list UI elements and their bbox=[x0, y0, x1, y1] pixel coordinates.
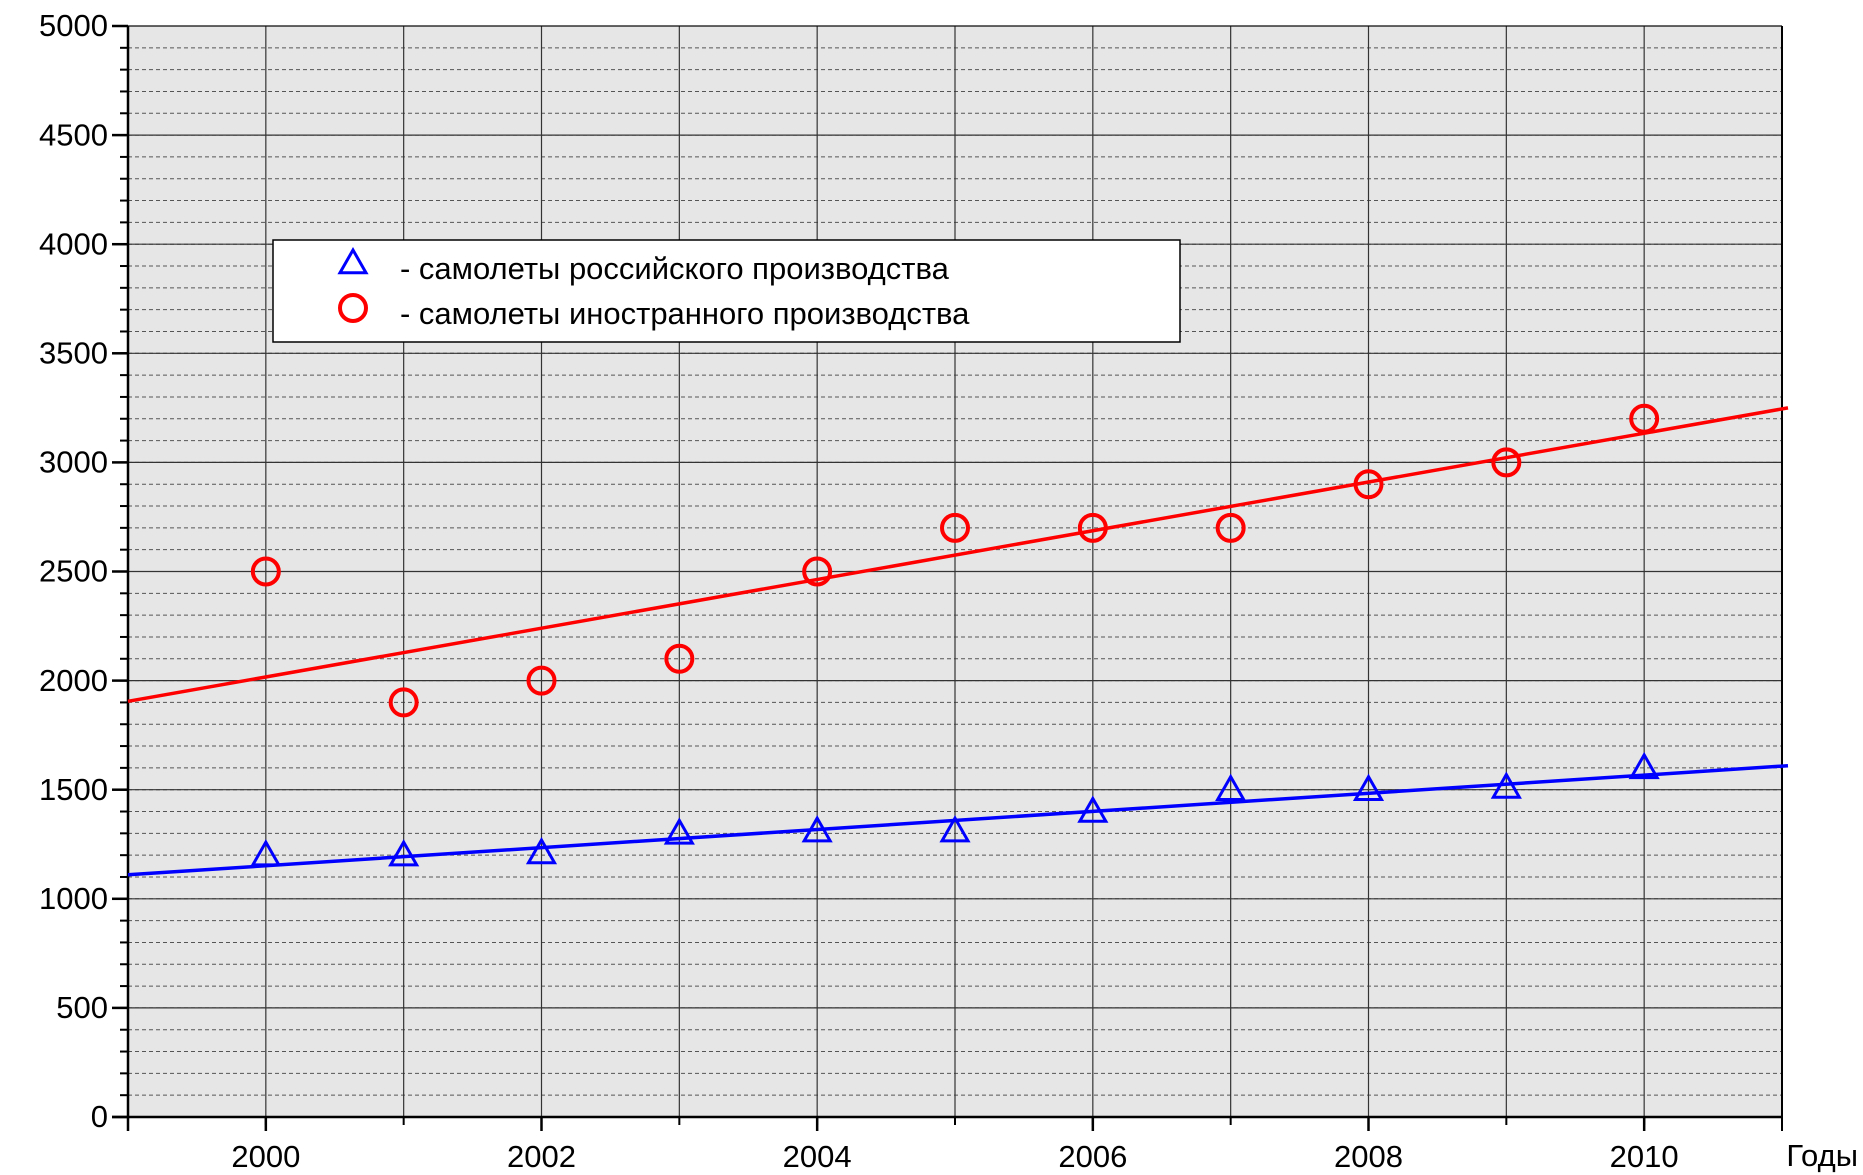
circle-marker bbox=[664, 643, 695, 674]
legend: - самолеты российского производства - сам… bbox=[272, 239, 1181, 343]
x-tick-label: 2006 bbox=[1058, 1139, 1127, 1174]
circle-marker bbox=[526, 665, 557, 696]
trend-line bbox=[127, 406, 1789, 704]
triangle-marker bbox=[1628, 751, 1660, 780]
triangle-marker bbox=[1490, 771, 1522, 799]
y-tick-label: 1000 bbox=[39, 881, 108, 916]
y-tick-label: 1500 bbox=[39, 772, 108, 807]
circle-marker bbox=[1629, 403, 1660, 434]
y-tick-label: 5000 bbox=[39, 8, 108, 43]
legend-label: - самолеты иностранного производства bbox=[400, 296, 970, 331]
y-tick-label: 2500 bbox=[39, 554, 108, 589]
x-tick-label: 2008 bbox=[1334, 1139, 1403, 1174]
triangle-marker bbox=[1077, 795, 1109, 823]
circle-marker bbox=[802, 556, 833, 587]
y-tick-label: 4000 bbox=[39, 226, 108, 261]
y-tick-label: 4500 bbox=[39, 117, 108, 152]
triangle-marker bbox=[801, 815, 833, 843]
circle-marker bbox=[1077, 512, 1108, 543]
triangle-marker bbox=[388, 839, 420, 867]
y-tick-label: 3000 bbox=[39, 445, 108, 480]
triangle-marker bbox=[250, 839, 282, 867]
x-tick-label: 2002 bbox=[507, 1139, 576, 1174]
circle-marker bbox=[338, 293, 368, 323]
circle-marker bbox=[1353, 469, 1384, 500]
triangle-marker bbox=[337, 246, 369, 275]
circle-marker bbox=[388, 687, 419, 718]
y-tick-label: 2000 bbox=[39, 663, 108, 698]
x-axis-label: Годы bbox=[1786, 1138, 1858, 1173]
circle-marker bbox=[1215, 512, 1246, 543]
triangle-marker bbox=[663, 817, 695, 845]
circle-marker bbox=[1491, 447, 1522, 478]
x-tick-label: 2010 bbox=[1610, 1139, 1679, 1174]
x-tick-label: 2004 bbox=[783, 1139, 852, 1174]
circle-marker bbox=[940, 512, 970, 543]
legend-box bbox=[272, 239, 1181, 343]
y-tick-label: 500 bbox=[56, 990, 108, 1025]
triangle-marker bbox=[1215, 773, 1247, 801]
triangle-marker bbox=[939, 815, 971, 843]
x-tick-label: 2000 bbox=[231, 1139, 300, 1174]
legend-label: - самолеты российского производства bbox=[400, 251, 950, 286]
triangle-marker bbox=[1352, 773, 1385, 801]
circle-marker bbox=[250, 556, 281, 587]
y-tick-label: 3500 bbox=[39, 335, 108, 370]
y-tick-label: 0 bbox=[91, 1099, 108, 1134]
triangle-marker bbox=[525, 836, 558, 865]
